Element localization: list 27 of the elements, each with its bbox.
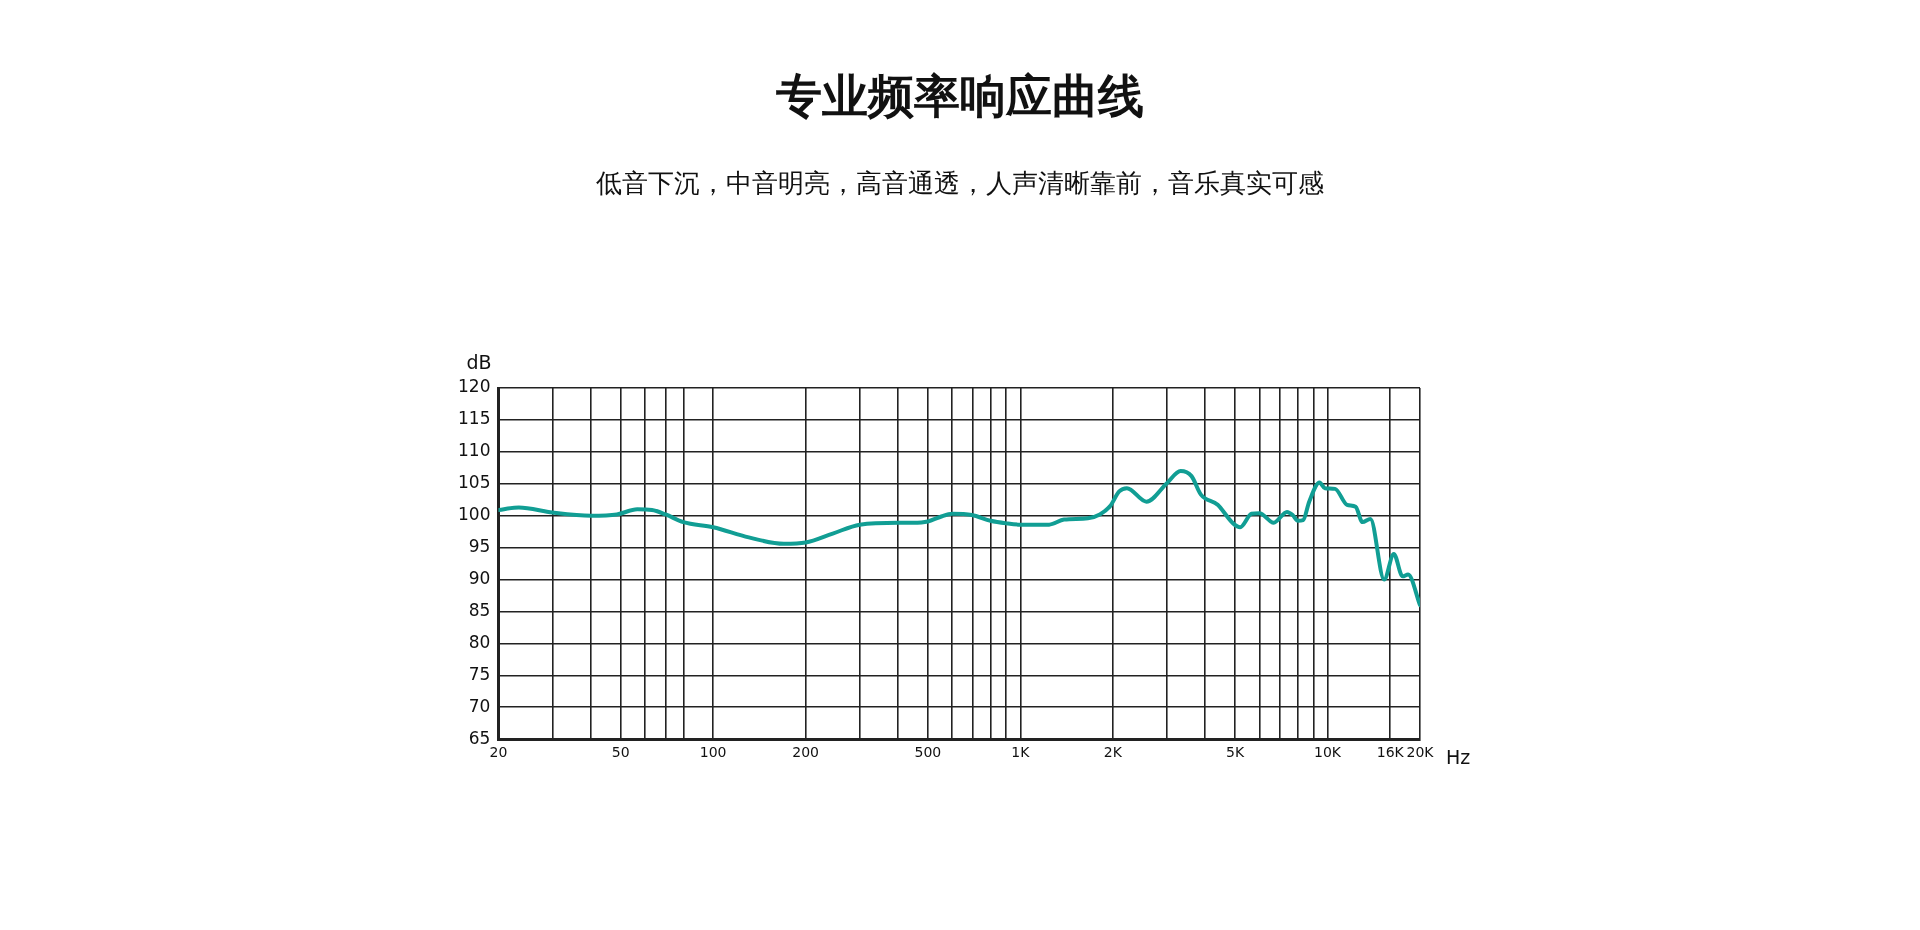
x-tick-label: 100 — [699, 744, 727, 761]
chart-subtitle: 低音下沉，中音明亮，高音通透，人声清晰靠前，音乐真实可感 — [595, 167, 1325, 200]
y-tick-label: 105 — [457, 472, 491, 493]
x-tick-label: 500 — [914, 744, 942, 761]
y-tick-label: 115 — [457, 408, 491, 429]
y-tick-label: 70 — [468, 695, 491, 716]
y-tick-label: 110 — [457, 440, 491, 461]
y-tick-label: 100 — [457, 504, 491, 525]
y-tick-label: 80 — [468, 631, 491, 652]
x-axis-title: Hz — [1446, 745, 1471, 768]
y-tick-label: 95 — [468, 536, 491, 557]
x-tick-label: 10K — [1314, 744, 1342, 761]
x-tick-label: 16K — [1376, 744, 1405, 761]
x-tick-label: 5K — [1226, 744, 1245, 761]
y-tick-label: 65 — [468, 727, 491, 748]
x-tick-label: 20K — [1406, 744, 1435, 761]
y-tick-label: 75 — [468, 663, 491, 684]
x-tick-label: 1K — [1011, 744, 1031, 761]
y-tick-label: 120 — [457, 376, 491, 397]
x-tick-label: 2K — [1103, 744, 1123, 761]
y-tick-label: 85 — [468, 599, 491, 620]
chart-title: 专业频率响应曲线 — [775, 68, 1145, 125]
y-tick-label: 90 — [468, 567, 491, 588]
x-tick-label: 200 — [792, 744, 819, 761]
y-axis-title: dB — [466, 351, 492, 374]
x-tick-label: 20 — [489, 744, 508, 761]
x-tick-label: 50 — [611, 744, 630, 761]
